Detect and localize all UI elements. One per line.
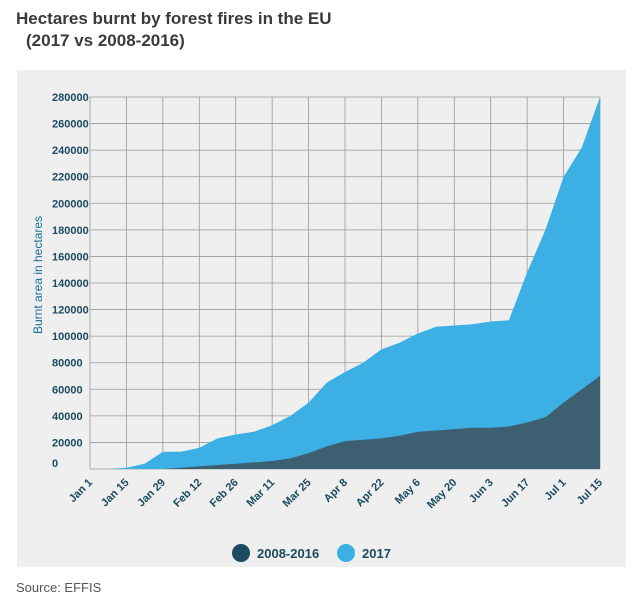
y-axis-ticks: 0 20000 40000 60000 80000 100000 120000 140000 1… [52,92,89,470]
x-tick-label: May 6 [393,477,423,507]
y-tick-label: 120000 [52,305,89,317]
legend-label: 2017 [362,546,391,561]
y-tick-label: 240000 [52,145,89,157]
area-chart: 0 20000 40000 60000 80000 100000 120000 140000 1… [31,92,605,562]
y-tick-label: 80000 [52,358,83,370]
title-line-2: (2017 vs 2008-2016) [26,31,185,50]
x-tick-label: Jun 3 [467,477,496,506]
title-line-1: Hectares burnt by forest fires in the EU [16,9,332,28]
x-tick-label: Mar 11 [245,477,278,510]
y-tick-label: 0 [52,458,58,470]
x-tick-label: Jul 1 [542,477,568,503]
legend: 2008-2016 2017 [232,544,391,562]
y-tick-label: 60000 [52,384,83,396]
y-tick-label: 20000 [52,437,83,449]
y-tick-label: 100000 [52,331,89,343]
series-areas [90,97,600,469]
source-note: Source: EFFIS [16,580,102,595]
x-tick-label: Apr 8 [322,477,350,505]
x-tick-label: Jan 29 [135,477,168,510]
area-2017 [90,97,600,469]
y-axis-label: Burnt area in hectares [31,216,45,334]
chart-panel: 0 20000 40000 60000 80000 100000 120000 140000 1… [17,70,626,567]
y-tick-label: 140000 [52,278,89,290]
legend-marker [232,544,250,562]
x-tick-label: Jan 15 [99,477,132,510]
x-tick-label: Feb 26 [208,477,241,510]
y-tick-label: 280000 [52,92,89,104]
y-tick-label: 40000 [52,411,83,423]
x-tick-label: May 20 [425,477,459,511]
y-tick-label: 180000 [52,225,89,237]
x-tick-label: Jul 15 [575,477,606,508]
y-tick-label: 200000 [52,198,89,210]
x-axis-ticks: Jan 1 Jan 15 Jan 29 Feb 12 Feb 26 Mar 11 Mar 2… [67,477,605,511]
y-tick-label: 160000 [52,251,89,263]
area-2008-2016 [90,376,600,469]
legend-label: 2008-2016 [257,546,319,561]
x-tick-label: Jun 17 [499,477,532,510]
legend-marker [337,544,355,562]
x-tick-label: Jan 1 [67,477,95,505]
y-tick-label: 260000 [52,119,89,131]
y-tick-label: 220000 [52,172,89,184]
x-tick-label: Mar 25 [281,477,314,510]
x-tick-label: Apr 22 [354,477,387,510]
x-tick-label: Feb 12 [171,477,204,510]
chart-title: Hectares burnt by forest fires in the EU… [16,8,332,52]
